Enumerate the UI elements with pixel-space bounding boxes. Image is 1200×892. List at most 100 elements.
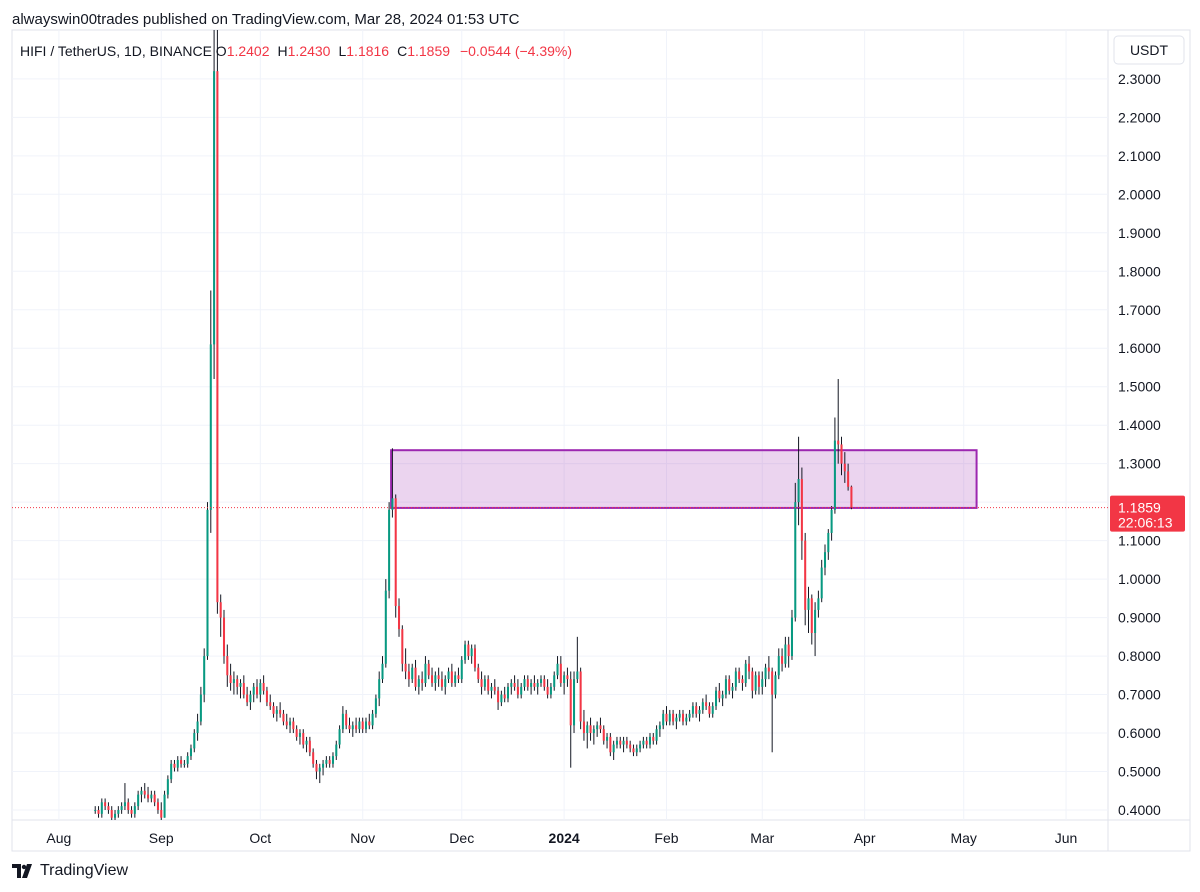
candle-body <box>107 806 110 810</box>
candle-body <box>120 806 123 810</box>
candle-body <box>662 713 665 726</box>
candle-body <box>421 679 424 684</box>
currency-box[interactable] <box>1113 35 1185 65</box>
candle-body <box>265 690 268 703</box>
candle-body <box>493 686 496 691</box>
candle-body <box>275 709 278 714</box>
plot-area <box>12 30 1108 820</box>
candle-body <box>298 733 301 737</box>
candle-body <box>255 686 259 695</box>
candle-body <box>724 679 727 695</box>
candle-body <box>589 725 592 734</box>
candle-body <box>658 725 661 730</box>
candle-body <box>533 683 536 687</box>
candle-body <box>701 702 704 710</box>
candle-body <box>222 617 226 657</box>
candle-body <box>345 713 348 726</box>
candle-body <box>592 729 595 734</box>
candle-body <box>520 686 523 695</box>
candle-body <box>302 733 305 745</box>
candle-body <box>444 679 447 687</box>
candle-body <box>510 683 513 687</box>
candle-body <box>269 702 272 707</box>
x-tick-label: Mar <box>750 830 774 846</box>
candle-body <box>110 809 113 818</box>
candle-body <box>397 606 401 630</box>
candle-body <box>787 644 790 657</box>
candle-body <box>536 683 539 687</box>
candle-body <box>814 609 817 633</box>
candle-body <box>322 763 325 768</box>
candle-body <box>800 479 803 541</box>
chart-frame <box>11 29 1191 852</box>
y-tick-label: 1.0000 <box>1118 571 1161 587</box>
candle-body <box>166 779 169 795</box>
candle-body <box>219 602 222 618</box>
candle-body <box>483 679 486 687</box>
candle-body <box>196 721 199 734</box>
publisher-line: alwayswin00trades published on TradingVi… <box>12 11 520 28</box>
candle-body <box>503 694 506 699</box>
candle-body <box>774 675 777 695</box>
candle-body <box>642 740 645 745</box>
candle-body <box>232 679 235 684</box>
y-tick-label: 1.1000 <box>1118 533 1161 549</box>
ohlc-key: L <box>338 43 347 59</box>
candle-body <box>837 440 840 445</box>
candle-body <box>609 736 612 753</box>
candle-body <box>718 690 721 699</box>
candle-body <box>781 656 784 664</box>
candle-body <box>619 740 622 745</box>
candle-body <box>239 683 242 687</box>
candle-body <box>487 679 490 691</box>
countdown: 22:06:13 <box>1118 515 1173 531</box>
candle-body <box>599 725 602 730</box>
candle-body <box>622 740 625 745</box>
y-tick-label: 0.4000 <box>1118 802 1161 818</box>
y-tick-label: 0.5000 <box>1118 764 1161 780</box>
candle-body <box>804 540 807 610</box>
brand: TradingView <box>40 862 129 879</box>
candle-body <box>543 679 546 687</box>
candle-body <box>358 721 361 730</box>
candle-body <box>378 679 381 699</box>
candle-body <box>797 479 800 503</box>
candle-body <box>189 748 193 757</box>
y-tick-label: 1.8000 <box>1118 263 1161 279</box>
candle-body <box>612 744 615 753</box>
x-tick-label: Feb <box>654 830 678 846</box>
candle-body <box>530 683 533 687</box>
x-tick-label: 2024 <box>549 830 580 846</box>
candle-body <box>635 748 638 753</box>
candle-body <box>672 713 675 722</box>
candle-body <box>632 748 635 753</box>
candle-body <box>810 598 813 633</box>
candle-body <box>705 702 708 707</box>
candle-body <box>236 679 239 687</box>
x-tick-label: Aug <box>46 830 71 846</box>
candle-body <box>711 706 714 714</box>
candle-body <box>295 729 298 737</box>
candle-body <box>308 740 311 753</box>
candle-body <box>440 679 443 687</box>
candle-body <box>434 675 437 684</box>
y-tick-label: 2.1000 <box>1118 148 1161 164</box>
candle-body <box>147 794 150 799</box>
x-tick-label: Jun <box>1055 830 1078 846</box>
candle-body <box>526 679 529 687</box>
candle-body <box>840 444 843 464</box>
candle-body <box>226 656 229 676</box>
candle-body <box>566 675 569 680</box>
candle-body <box>691 706 694 714</box>
ohlc-value: 1.1859 <box>407 43 451 59</box>
candle-body <box>199 694 202 722</box>
candle-body <box>127 802 130 810</box>
candle-body <box>688 713 691 718</box>
candle-body <box>668 713 671 722</box>
candle-body <box>556 663 559 676</box>
x-tick-label: Dec <box>449 830 474 846</box>
candle-body <box>100 802 103 814</box>
symbol: HIFI / TetherUS, 1D, BINANCE <box>20 43 212 59</box>
candle-body <box>579 671 582 722</box>
y-tick-label: 0.8000 <box>1118 648 1161 664</box>
